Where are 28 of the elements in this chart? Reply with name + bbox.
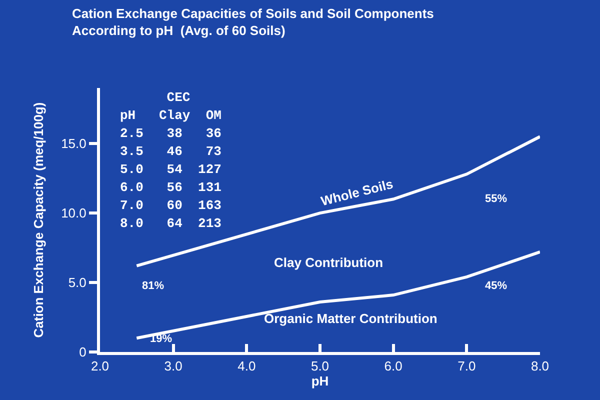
annotation: 5.0 54 127 bbox=[120, 162, 222, 177]
annotation: 45% bbox=[485, 280, 508, 292]
annotation: 8.0 64 213 bbox=[120, 216, 222, 231]
x-axis-title: pH bbox=[311, 374, 329, 389]
x-tick-label: 7.0 bbox=[458, 358, 476, 374]
annotation: 2.5 38 36 bbox=[120, 126, 222, 141]
chart-title: Cation Exchange Capacities of Soils and Soil Components According to pH (Avg. of 60 Soils) bbox=[72, 6, 434, 38]
x-tick-label: 2.0 bbox=[90, 358, 110, 374]
y-tick-label: 5.0 bbox=[68, 275, 86, 290]
annotation: 6.0 56 131 bbox=[120, 180, 222, 195]
annotation: CEC bbox=[120, 90, 190, 105]
text: Whole Soils bbox=[319, 176, 394, 209]
x-tick-label: 8.0 bbox=[530, 358, 550, 374]
x-tick-label: 6.0 bbox=[384, 358, 402, 374]
annotation: 3.5 46 73 bbox=[120, 144, 222, 159]
y-axis-title: Cation Exchange Capacity (meq/100g) bbox=[31, 102, 46, 338]
y-tick-label: 15.0 bbox=[61, 136, 86, 152]
annotation: Organic Matter Contribution bbox=[264, 311, 438, 326]
annotation: pH Clay OM bbox=[120, 108, 222, 123]
annotation: 55% bbox=[485, 193, 508, 205]
annotation: Clay Contribution bbox=[274, 255, 384, 270]
y-tick-label: 10.0 bbox=[61, 206, 86, 221]
annotation: 81% bbox=[142, 280, 164, 292]
x-tick-label: 5.0 bbox=[310, 358, 330, 374]
y-tick-label: 0 bbox=[79, 344, 86, 360]
annotation: 7.0 60 163 bbox=[120, 198, 222, 213]
x-tick-label: 4.0 bbox=[238, 358, 256, 374]
x-tick-label: 3.0 bbox=[164, 358, 182, 374]
